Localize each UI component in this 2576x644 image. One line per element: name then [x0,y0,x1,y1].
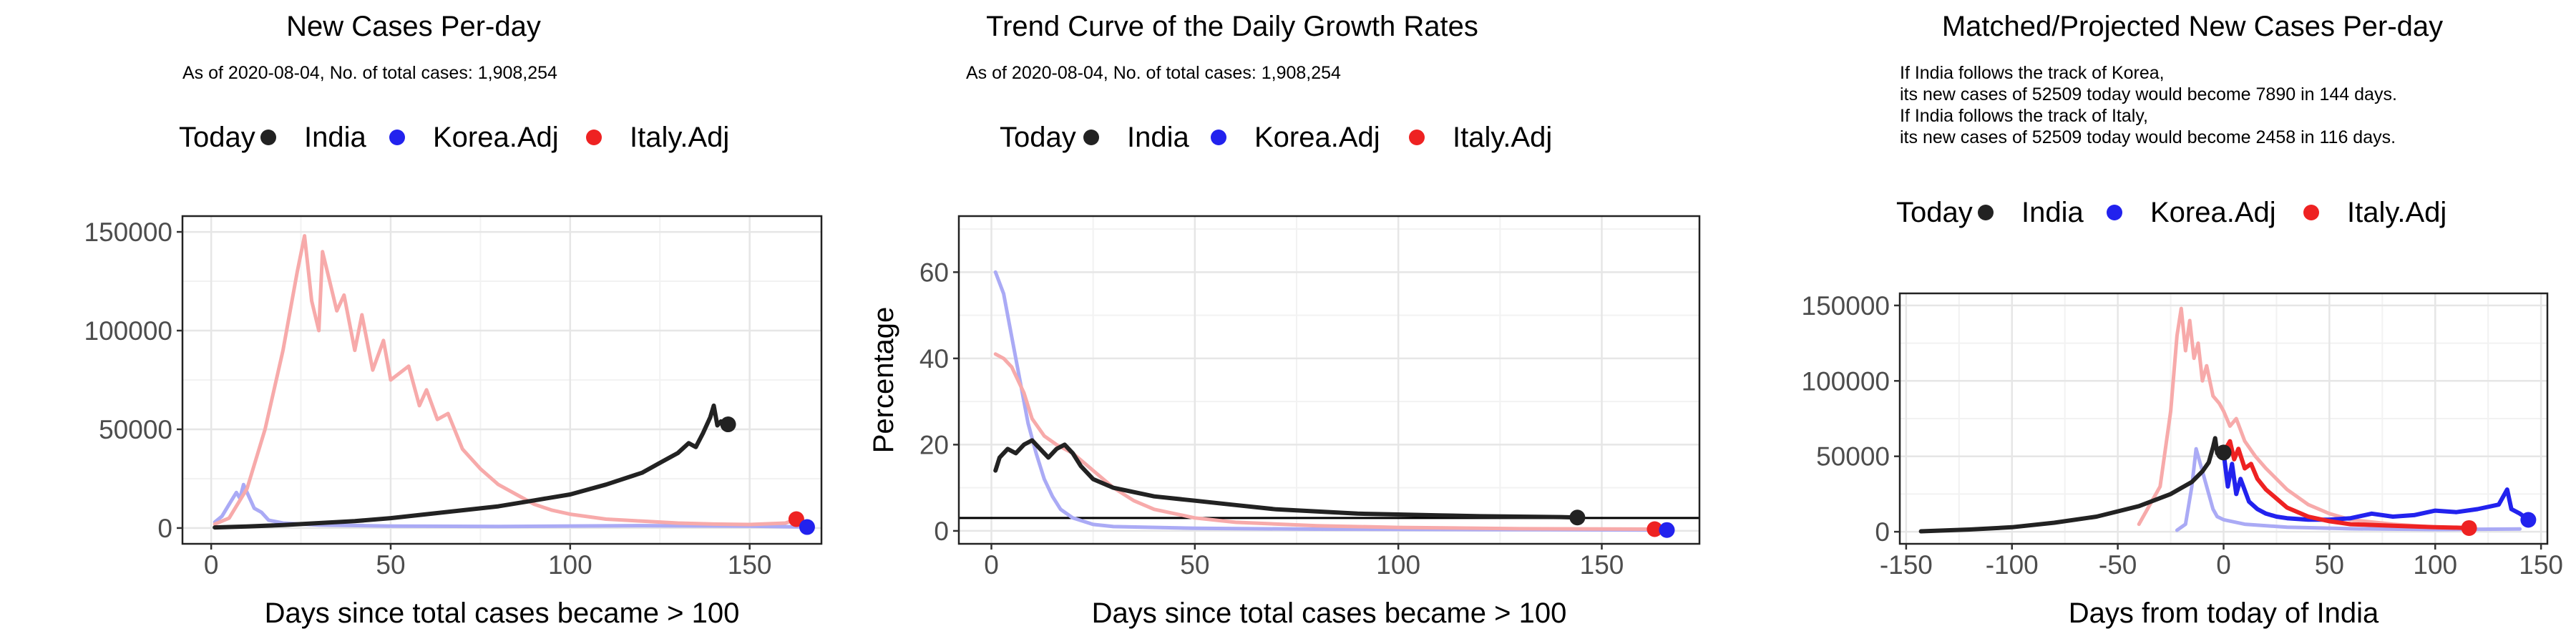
today-marker-italy-adj [2461,519,2477,536]
chart-note: If India follows the track of Korea, [1900,63,2165,83]
legend-item-italy-key [586,130,602,145]
chart-note: If India follows the track of Italy, [1900,106,2148,126]
chart-note: its new cases of 52509 today would becom… [1900,127,2396,147]
today-marker-italy-adj [1646,521,1663,537]
x-tick-label: 100 [1376,550,1420,580]
x-tick-label: -100 [1986,550,2039,580]
series-line-india [213,403,731,530]
legend-item-india: India [1127,122,1189,153]
y-tick-label: 0 [934,517,949,546]
x-tick-label: 0 [984,550,999,580]
series-line-italy-adj [993,352,1657,531]
y-tick-label: 20 [919,430,949,459]
x-tick-label: 150 [728,550,772,580]
gridlines [959,216,1699,544]
chart-title: New Cases Per-day [286,11,541,42]
legend-title: Today [179,122,255,153]
legend-title: Today [1000,122,1076,153]
today-marker-korea-adj [2520,512,2537,528]
legend-item-india-key [260,130,276,145]
x-tick-label: 0 [2216,550,2231,580]
x-tick-label: 150 [2519,550,2563,580]
series-line-india [1918,436,2226,534]
legend-title: Today [1896,197,1973,228]
gridlines [1900,293,2547,544]
legend-item-italy: Italy.Adj [630,122,729,153]
series-line-india [993,438,1580,520]
x-tick-label: -50 [2099,550,2137,580]
legend-item-india-key [1978,205,1994,220]
y-tick-label: 150000 [84,218,172,247]
x-tick-label: 100 [2413,550,2457,580]
y-tick-label: 0 [1875,517,1890,547]
x-tick-label: 50 [376,550,405,580]
chart-title: Trend Curve of the Daily Growth Rates [986,11,1478,42]
today-marker-italy-adj [788,511,804,527]
plot-frame [181,215,823,545]
legend-item-italy-key [2303,205,2319,220]
x-axis-label: Days since total cases became > 100 [1092,597,1567,629]
legend: Today India Korea.Adj Italy.Adj [179,122,729,153]
today-marker-india [2215,444,2232,461]
chart-note: As of 2020-08-04, No. of total cases: 1,… [182,63,557,83]
x-axis-label: Days from today of India [2069,597,2379,629]
today-marker-korea-adj [799,519,815,535]
series-line-italy-adj-history- [2137,306,2472,530]
legend-item-italy: Italy.Adj [2347,197,2446,228]
x-tick-label: 100 [548,550,592,580]
gridlines [182,216,821,544]
legend-item-korea: Korea.Adj [1254,122,1380,153]
legend-item-india-key [1083,130,1099,145]
y-tick-label: 60 [919,258,949,287]
chart-title: Matched/Projected New Cases Per-day [1942,11,2443,42]
x-tick-label: -150 [1880,550,1933,580]
x-tick-label: 50 [2315,550,2344,580]
chart-panel-1: New Cases Per-day As of 2020-08-04, No. o… [84,11,823,629]
legend-item-india: India [2021,197,2084,228]
legend: Today India Korea.Adj Italy.Adj [1000,122,1552,153]
series-line-korea-adj [2221,450,2531,522]
y-tick-label: 150000 [1802,291,1890,321]
today-marker-korea-adj [1659,522,1675,538]
y-tick-label: 40 [919,344,949,374]
legend-item-india: India [304,122,366,153]
x-tick-label: 50 [1180,550,1209,580]
today-marker-india [1569,509,1586,526]
y-tick-label: 50000 [99,415,172,444]
y-tick-label: 50000 [1816,442,1890,472]
legend-item-korea: Korea.Adj [2150,197,2276,228]
chart-note: As of 2020-08-04, No. of total cases: 1,… [966,63,1341,83]
series-line-korea-adj [993,270,1669,532]
y-axis-label: Percentage [868,307,899,454]
legend-item-korea: Korea.Adj [433,122,559,153]
legend: Today India Korea.Adj Italy.Adj [1896,197,2446,228]
y-tick-label: 100000 [84,316,172,346]
x-tick-label: 150 [1580,550,1624,580]
legend-item-korea-key [1211,130,1226,145]
legend-item-korea-key [2107,205,2122,220]
legend-item-italy-key [1409,130,1425,145]
legend-item-korea-key [389,130,405,145]
y-tick-label: 100000 [1802,366,1890,396]
chart-panel-2: Trend Curve of the Daily Growth Rates As … [868,11,1701,629]
today-marker-india [720,416,736,433]
x-tick-label: 0 [204,550,219,580]
series-line-italy-adj [2221,439,2472,530]
legend-item-italy: Italy.Adj [1453,122,1552,153]
series-line-korea-adj-history- [2175,447,2522,532]
plot-frame [957,215,1701,545]
x-axis-label: Days since total cases became > 100 [265,597,740,629]
series-line-korea-adj [213,482,809,529]
chart-note: its new cases of 52509 today would becom… [1900,84,2397,104]
chart-panel-3: Matched/Projected New Cases Per-day If In… [1802,11,2563,629]
series-line-italy-adj [213,234,799,527]
y-tick-label: 0 [157,514,172,543]
